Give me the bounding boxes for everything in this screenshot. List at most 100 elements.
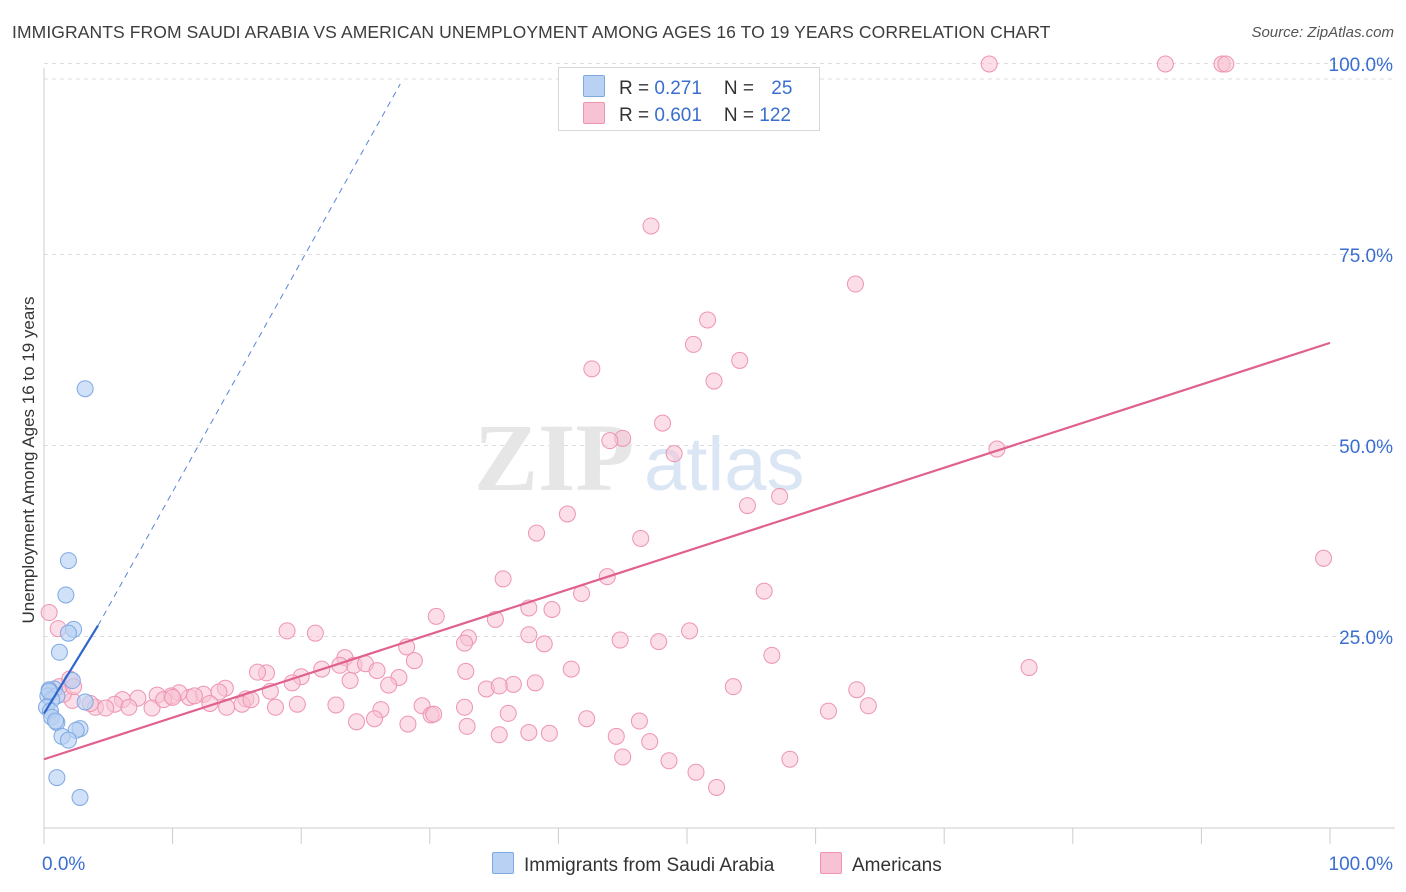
americans-point-31 [306, 624, 324, 642]
americans-point-55 [341, 672, 359, 690]
americans-point-112 [607, 727, 625, 745]
americans-point-34 [681, 622, 699, 640]
americans-point-35 [611, 631, 629, 649]
watermark-zip: ZIP [474, 404, 634, 511]
saudi-point-12 [76, 693, 94, 711]
saudi-point-5 [59, 624, 77, 642]
y-axis-label-wrap: Unemployment Among Ages 16 to 19 years [14, 270, 44, 650]
americans-point-106 [399, 715, 417, 733]
americans-point-27 [543, 600, 561, 618]
legend-r-label-americans: R = [619, 105, 655, 126]
legend-n-value-americans: 122 [759, 105, 791, 126]
americans-point-110 [520, 724, 538, 741]
americans-point-86 [164, 688, 182, 706]
legend-label-americans: Americans [852, 855, 942, 876]
americans-point-3 [1217, 55, 1235, 73]
americans-point-93 [288, 695, 306, 713]
americans-point-98 [456, 698, 474, 716]
americans-point-63 [526, 674, 544, 692]
americans-point-23 [494, 570, 512, 588]
americans-trend-line [43, 341, 1331, 761]
saudi-point-22 [71, 788, 89, 806]
legend-label-saudi: Immigrants from Saudi Arabia [524, 855, 775, 876]
y-tick-label-3: 100.0% [1329, 55, 1394, 76]
legend-r-value-saudi: 0.271 [654, 78, 702, 99]
legend-n-value-saudi: 25 [771, 78, 793, 99]
saudi-point-0 [76, 380, 94, 398]
americans-point-109 [490, 726, 508, 744]
americans-point-5 [846, 275, 864, 293]
americans-point-37 [456, 634, 474, 652]
americans-point-92 [266, 698, 284, 716]
tick-labels: 25.0% 50.0% 75.0% 100.0% 0.0% 100.0% [42, 55, 1393, 875]
legend-swatch-americans-bottom [820, 852, 842, 874]
americans-point-18 [558, 505, 576, 523]
americans-point-111 [540, 724, 558, 742]
americans-point-43 [405, 652, 423, 670]
americans-point-19 [528, 524, 546, 542]
americans-point-62 [504, 675, 522, 693]
americans-point-32 [520, 626, 538, 644]
americans-point-107 [425, 705, 443, 723]
americans-point-56 [283, 674, 301, 692]
americans-point-94 [327, 696, 345, 714]
americans-point-105 [366, 710, 384, 728]
americans-point-6 [699, 311, 717, 329]
chart-source: Source: ZipAtlas.com [1251, 24, 1394, 41]
americans-point-119 [40, 604, 58, 622]
americans-point-100 [578, 710, 596, 728]
saudi-points [38, 380, 94, 806]
americans-point-114 [614, 748, 632, 766]
americans-point-103 [859, 697, 877, 715]
saudi-point-20 [59, 731, 77, 749]
americans-point-118 [708, 779, 726, 797]
saudi-point-24 [47, 712, 65, 730]
legend-n-label-americans: N = [723, 105, 760, 126]
americans-point-49 [368, 662, 386, 680]
americans-point-14 [665, 445, 683, 463]
americans-point-108 [458, 717, 476, 735]
legend-item-saudi[interactable]: Immigrants from Saudi Arabia [492, 852, 774, 877]
americans-point-13 [601, 432, 619, 450]
legend-r-value-americans: 0.601 [654, 105, 702, 126]
saudi-trend-extension [97, 83, 401, 626]
americans-point-36 [650, 633, 668, 651]
y-tick-label-0: 25.0% [1339, 628, 1393, 649]
americans-point-113 [641, 733, 659, 751]
americans-point-116 [781, 750, 799, 768]
americans-point-9 [583, 360, 601, 378]
legend-row-saudi: R = 0.271 N = 25 [583, 75, 792, 99]
americans-point-16 [771, 487, 789, 505]
legend-n-label-saudi: N = [723, 78, 760, 99]
americans-point-87 [185, 687, 203, 705]
americans-point-52 [1020, 659, 1038, 677]
americans-point-117 [687, 763, 705, 781]
americans-point-82 [97, 699, 115, 717]
saudi-point-3 [50, 643, 68, 661]
americans-point-11 [654, 414, 672, 432]
americans-point-17 [738, 497, 756, 515]
saudi-point-1 [59, 552, 77, 570]
americans-points [40, 55, 1333, 797]
legend-item-americans[interactable]: Americans [820, 852, 942, 877]
americans-point-115 [660, 752, 678, 770]
x-tick-label-right: 100.0% [1329, 854, 1394, 875]
saudi-point-2 [57, 586, 75, 604]
trend-lines [43, 83, 1331, 761]
y-axis-label: Unemployment Among Ages 16 to 19 years [19, 296, 38, 624]
americans-point-60 [380, 676, 398, 694]
americans-point-8 [731, 351, 749, 369]
americans-point-84 [143, 699, 161, 717]
americans-point-38 [535, 635, 553, 653]
correlation-legend: R = 0.271 N = 25 R = 0.601 N = 122 [558, 67, 820, 131]
americans-point-41 [763, 646, 781, 664]
americans-point-7 [684, 335, 702, 353]
americans-point-83 [120, 698, 138, 716]
americans-point-102 [819, 702, 837, 720]
legend-r-label-saudi: R = [619, 78, 655, 99]
americans-point-28 [427, 607, 445, 625]
americans-point-20 [632, 529, 650, 547]
legend-swatch-saudi [583, 75, 605, 97]
grid-layer [44, 63, 1395, 637]
